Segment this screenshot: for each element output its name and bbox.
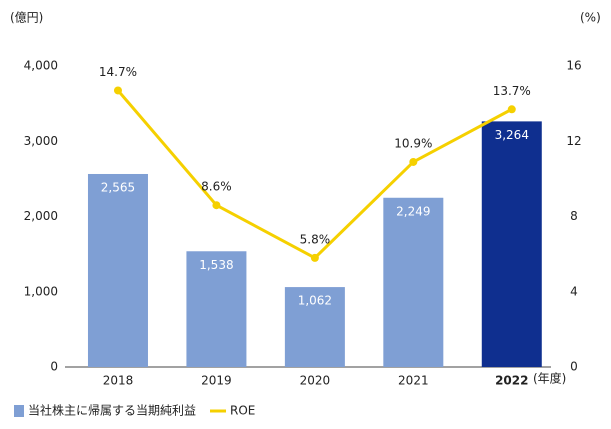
x-tick-label: 2020 [300,374,331,388]
y2-unit-label: (%) [580,11,601,25]
y-tick-label: 2,000 [24,209,58,223]
y2-tick-label: 12 [566,134,581,148]
roe-value-label: 13.7% [493,84,531,98]
legend-label: 当社株主に帰属する当期純利益 [28,403,196,418]
bar [481,121,542,367]
bar [186,251,247,367]
x-tick-label: 2022 [495,374,528,388]
y-unit-label: (億円) [10,11,43,25]
y2-tick-label: 0 [570,360,578,374]
x-tick-label: 2019 [201,374,232,388]
roe-value-label: 10.9% [394,136,432,150]
roe-value-label: 8.6% [201,180,232,194]
legend-label: ROE [230,404,255,418]
legend-swatch [14,405,24,417]
y-tick-label: 1,000 [24,284,58,298]
roe-point [507,105,516,114]
roe-point [310,253,319,262]
x-unit-label: (年度) [533,371,566,386]
bar [284,287,345,367]
y2-tick-label: 8 [570,209,578,223]
bar-value-label: 1,538 [199,258,233,272]
roe-point [212,201,221,210]
bar-value-label: 2,249 [396,204,430,218]
bar-value-label: 3,264 [495,128,529,142]
y-tick-label: 4,000 [24,59,58,73]
y-tick-label: 3,000 [24,134,58,148]
y2-tick-label: 16 [566,59,581,73]
bar-value-label: 2,565 [101,180,135,194]
bar-value-label: 1,062 [298,294,332,308]
x-tick-label: 2021 [398,374,429,388]
roe-value-label: 5.8% [300,232,331,246]
roe-point [113,86,122,95]
y2-tick-label: 4 [570,284,578,298]
bar [383,197,444,367]
y-tick-label: 0 [50,360,58,374]
roe-value-label: 14.7% [99,65,137,79]
x-tick-label: 2018 [103,374,134,388]
bar [87,173,148,367]
roe-point [409,157,418,166]
